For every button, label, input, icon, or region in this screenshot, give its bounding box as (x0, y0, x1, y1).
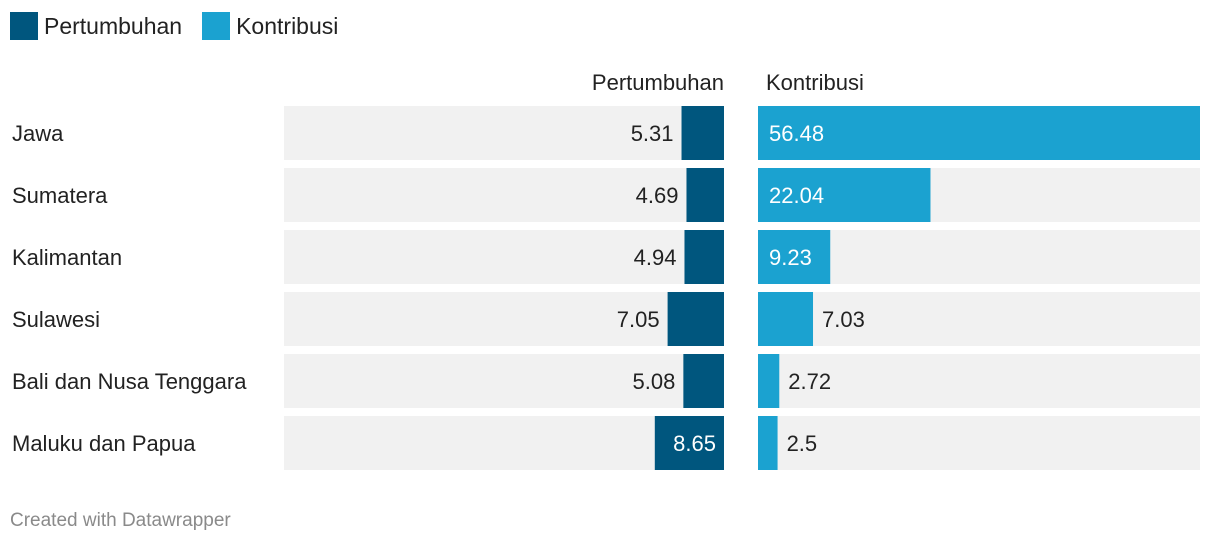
contribution-value-label: 56.48 (769, 121, 824, 146)
bar-chart: Pertumbuhan Kontribusi Jawa 5.31 56.48 Sumate… (12, 70, 1200, 470)
column-header-kontribusi: Kontribusi (766, 70, 864, 95)
growth-bar (686, 168, 724, 222)
contribution-track (758, 230, 1200, 284)
category-label: Jawa (12, 121, 64, 146)
growth-value-label: 4.94 (634, 245, 677, 270)
category-label: Sulawesi (12, 307, 100, 332)
growth-bar (667, 292, 724, 346)
contribution-track (758, 416, 1200, 470)
growth-value-label: 5.31 (631, 121, 674, 146)
growth-bar (684, 230, 724, 284)
category-label: Sumatera (12, 183, 108, 208)
contribution-value-label: 9.23 (769, 245, 812, 270)
growth-bar (654, 416, 724, 470)
growth-track (284, 168, 724, 222)
growth-bar (683, 354, 724, 408)
column-header-pertumbuhan: Pertumbuhan (592, 70, 724, 95)
contribution-bar (758, 292, 814, 346)
contribution-value-label: 2.72 (788, 369, 831, 394)
contribution-value-label: 7.03 (822, 307, 865, 332)
legend-item-pertumbuhan[interactable]: Pertumbuhan (10, 12, 182, 40)
contribution-value-label: 22.04 (769, 183, 824, 208)
contribution-bar (758, 354, 780, 408)
growth-track (284, 416, 724, 470)
growth-value-label: 4.69 (636, 183, 679, 208)
category-label: Maluku dan Papua (12, 431, 196, 456)
contribution-bar (758, 168, 931, 222)
growth-track (284, 354, 724, 408)
growth-value-label: 5.08 (633, 369, 676, 394)
growth-track (284, 106, 724, 160)
category-label: Bali dan Nusa Tenggara (12, 369, 247, 394)
legend-item-kontribusi[interactable]: Kontribusi (202, 12, 338, 40)
contribution-track (758, 292, 1200, 346)
growth-track (284, 230, 724, 284)
legend-label-kontribusi: Kontribusi (236, 12, 339, 39)
footer-credit: Created with Datawrapper (10, 510, 231, 531)
growth-track (284, 292, 724, 346)
growth-value-label: 7.05 (617, 307, 660, 332)
contribution-track (758, 354, 1200, 408)
contribution-bar (758, 416, 778, 470)
legend-swatch-kontribusi (202, 12, 231, 40)
contribution-value-label: 2.5 (787, 431, 818, 456)
legend: Pertumbuhan Kontribusi (10, 12, 358, 40)
legend-label-pertumbuhan: Pertumbuhan (44, 12, 183, 39)
contribution-bar (758, 230, 831, 284)
growth-bar (681, 106, 724, 160)
category-label: Kalimantan (12, 245, 122, 270)
contribution-bar (758, 106, 1200, 160)
legend-swatch-pertumbuhan (10, 12, 38, 40)
growth-value-label: 8.65 (673, 431, 716, 456)
